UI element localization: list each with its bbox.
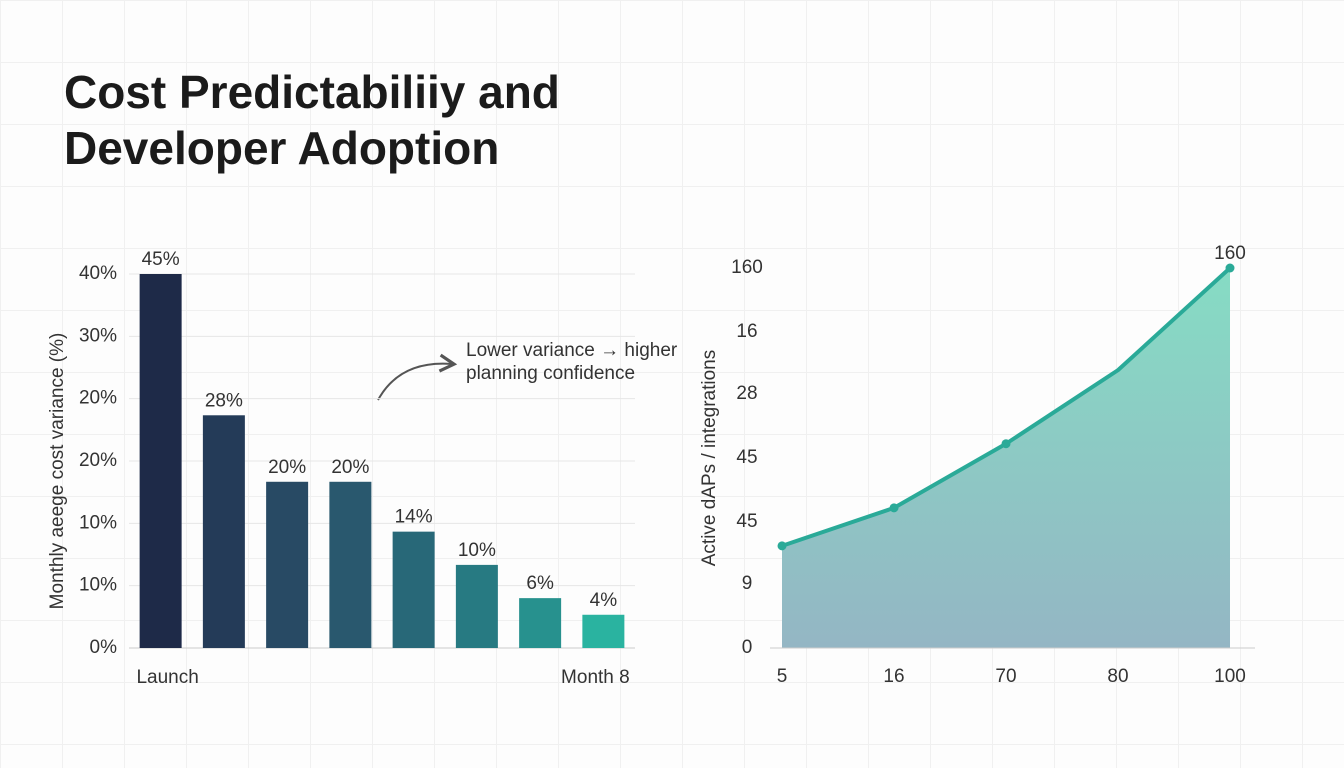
bar bbox=[139, 274, 182, 648]
point bbox=[1001, 439, 1011, 449]
data-label: 45% bbox=[142, 249, 180, 270]
bar bbox=[582, 614, 625, 648]
annotation-arrow bbox=[377, 353, 458, 401]
point bbox=[1225, 263, 1235, 273]
y-tick-label: 0% bbox=[90, 637, 118, 658]
data-label: 160 bbox=[1214, 243, 1246, 264]
y-tick-label: 45 bbox=[736, 511, 757, 532]
annotation: planning confidence bbox=[466, 363, 635, 384]
y-tick-label: 160 bbox=[731, 257, 763, 278]
y-tick-label: 28 bbox=[736, 383, 757, 404]
bar bbox=[392, 531, 435, 648]
bar bbox=[329, 481, 372, 648]
data-label: 20% bbox=[268, 457, 306, 478]
point bbox=[889, 503, 899, 513]
x-tick-label: 100 bbox=[1214, 666, 1246, 687]
data-label: 28% bbox=[205, 390, 243, 411]
y-axis-title: Monthly aeege cost variance (%) bbox=[47, 333, 68, 610]
title: Cost Predictabiliiy and Developer Adopti… bbox=[64, 66, 560, 174]
x-tick-label: 5 bbox=[777, 666, 788, 687]
data-label: 4% bbox=[590, 590, 618, 611]
y-tick-label: 16 bbox=[736, 321, 757, 342]
y-tick-label: 9 bbox=[742, 573, 753, 594]
x-tick-label: 80 bbox=[1107, 666, 1128, 687]
bar bbox=[455, 564, 498, 648]
y-tick-label: 30% bbox=[79, 325, 117, 346]
y-tick-label: 20% bbox=[79, 450, 117, 471]
y-axis-title: Active dAPs / integrations bbox=[699, 350, 720, 567]
bar bbox=[202, 415, 245, 648]
data-label: 10% bbox=[458, 540, 496, 561]
x-tick-label: Launch bbox=[136, 667, 198, 688]
y-tick-label: 40% bbox=[79, 263, 117, 284]
y-tick-label: 10% bbox=[79, 512, 117, 533]
data-label: 14% bbox=[395, 507, 433, 528]
y-tick-label: 45 bbox=[736, 447, 757, 468]
point bbox=[777, 541, 787, 551]
bar bbox=[266, 481, 309, 648]
y-tick-label: 20% bbox=[79, 388, 117, 409]
y-tick-label: 0 bbox=[742, 637, 753, 658]
data-label: 6% bbox=[526, 573, 554, 594]
y-tick-label: 10% bbox=[79, 575, 117, 596]
x-tick-label: Month 8 bbox=[561, 667, 630, 688]
area bbox=[782, 268, 1230, 648]
x-tick-label: 16 bbox=[883, 666, 904, 687]
annotation: Lower variance → higher bbox=[466, 340, 678, 361]
bar bbox=[519, 598, 562, 648]
x-tick-label: 70 bbox=[995, 666, 1016, 687]
data-label: 20% bbox=[331, 457, 369, 478]
